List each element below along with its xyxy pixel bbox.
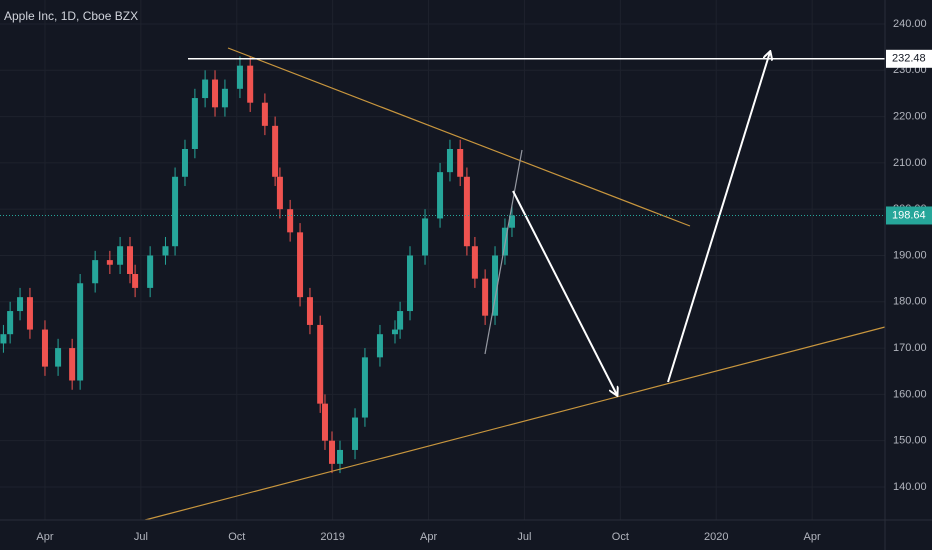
candle-body: [212, 79, 219, 108]
y-tick-label: 210.00: [893, 157, 927, 169]
chart-title: Apple Inc, 1D, Cboe BZX: [4, 9, 138, 23]
candle-body: [126, 246, 133, 275]
candle-body: [471, 246, 478, 279]
level-label: 232.48: [892, 53, 926, 65]
candle-body: [297, 232, 304, 298]
x-tick-label: Oct: [612, 531, 629, 543]
candle-body: [26, 297, 33, 330]
candle-body: [132, 274, 139, 288]
y-tick-label: 240.00: [893, 18, 927, 30]
candle-body: [422, 218, 429, 256]
y-tick-label: 190.00: [893, 249, 927, 261]
price-axis: [885, 0, 932, 550]
candle-body: [317, 324, 324, 404]
trend-line: [484, 149, 523, 355]
candle-body: [306, 297, 313, 325]
candle-body: [77, 283, 84, 381]
trend-line: [227, 47, 691, 227]
candle-body: [147, 255, 154, 288]
y-tick-label: 160.00: [893, 388, 927, 400]
candle-body: [202, 79, 209, 99]
level-tag: [886, 49, 932, 68]
candle-body: [106, 260, 113, 265]
x-tick-label: Oct: [228, 531, 245, 543]
candle-body: [329, 440, 336, 464]
candle-body: [457, 148, 464, 177]
y-tick-label: 170.00: [893, 342, 927, 354]
time-axis: [0, 520, 885, 550]
candles: [0, 56, 515, 474]
x-tick-label: 2020: [704, 531, 728, 543]
y-tick-label: 140.00: [893, 481, 927, 493]
x-tick-label: Apr: [420, 531, 437, 543]
candle-body: [172, 176, 179, 247]
x-tick-label: Apr: [36, 531, 53, 543]
candle-body: [41, 329, 48, 367]
y-tick-label: 150.00: [893, 435, 927, 447]
candle-body: [508, 215, 515, 228]
candle-body: [437, 172, 444, 219]
overlays: [0, 58, 885, 216]
candle-body: [117, 246, 124, 265]
candle-body: [221, 88, 228, 108]
drawings: [144, 47, 886, 521]
x-tick-label: Jul: [134, 531, 148, 543]
candle-body: [321, 403, 328, 441]
axis-labels: 140.00150.00160.00170.00180.00190.00200.…: [36, 18, 932, 543]
arrow: [512, 190, 617, 395]
candle-body: [337, 449, 344, 464]
candle-body: [352, 417, 359, 450]
candle-body: [69, 348, 76, 381]
price-label: 198.64: [892, 209, 926, 221]
x-tick-label: Apr: [804, 531, 821, 543]
candle-body: [247, 65, 254, 103]
candle-body: [7, 311, 14, 335]
candle-body: [492, 255, 499, 316]
candle-body: [376, 334, 383, 358]
candle-body: [92, 260, 99, 284]
candle-body: [276, 176, 283, 210]
price-tag: [886, 206, 932, 225]
candle-body: [0, 334, 7, 344]
candle-body: [287, 209, 294, 233]
candle-body: [446, 148, 453, 173]
arrow: [667, 52, 770, 383]
candle-body: [181, 148, 188, 177]
candle-body: [272, 125, 279, 177]
candle-body: [55, 348, 62, 367]
candle-body: [463, 176, 470, 247]
y-tick-label: 180.00: [893, 296, 927, 308]
y-tick-label: 220.00: [893, 110, 927, 122]
candle-body: [397, 311, 404, 330]
candle-body: [236, 65, 243, 89]
candle-body: [261, 102, 268, 126]
candle-body: [361, 357, 368, 418]
trend-line: [144, 326, 886, 521]
x-tick-label: Jul: [517, 531, 531, 543]
candle-body: [482, 278, 489, 316]
candle-body: [391, 329, 398, 335]
candle-body: [162, 246, 169, 256]
x-tick-label: 2019: [320, 531, 344, 543]
candle-body: [191, 98, 198, 149]
candle-body: [407, 255, 414, 312]
candle-body: [17, 297, 24, 312]
